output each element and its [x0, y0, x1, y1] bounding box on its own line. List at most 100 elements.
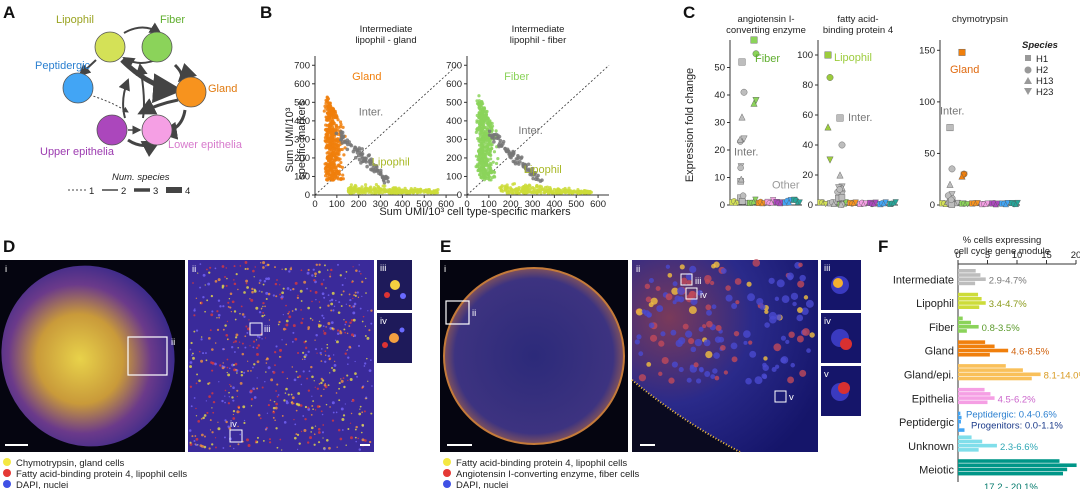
- e-nucleus: [773, 343, 782, 352]
- d-speckle: [326, 438, 329, 442]
- c-ytick-label: 40: [714, 90, 725, 101]
- d-speckle: [226, 366, 229, 369]
- d-speckle: [358, 448, 362, 451]
- d-speckle: [288, 311, 291, 313]
- b-point: [407, 190, 411, 194]
- d-speckle: [292, 331, 295, 334]
- d-speckle: [225, 333, 229, 337]
- d-speckle: [233, 368, 237, 372]
- d-speckle: [195, 437, 199, 441]
- c-point: [842, 199, 849, 206]
- d-speckle: [211, 407, 213, 409]
- e-nucleus: [674, 295, 681, 302]
- d-speckle: [229, 445, 231, 447]
- d-speckle: [346, 374, 349, 377]
- d-speckle: [249, 345, 251, 347]
- c-point: [737, 175, 745, 183]
- b-ytick-label: 200: [446, 153, 462, 164]
- f-bar: [958, 411, 961, 416]
- d-speckle: [338, 382, 341, 385]
- b-point: [334, 128, 338, 132]
- edge-fiber-gland: [173, 63, 197, 83]
- node-fiber: [141, 31, 173, 63]
- b-point: [337, 163, 341, 167]
- d-speckle: [320, 381, 323, 385]
- d-speckle: [225, 420, 228, 424]
- c-title-2-line1: fatty acid-: [837, 14, 878, 25]
- d-sub-iv: iv: [380, 316, 387, 327]
- c-highlight-label-3: Gland: [950, 64, 979, 76]
- d-speckle: [240, 305, 243, 308]
- panel-c: C Expression fold change angiotensin I-c…: [683, 3, 1058, 211]
- d-speckle: [261, 291, 263, 293]
- d-speckle: [253, 276, 255, 278]
- panel-letter-e: E: [440, 237, 451, 256]
- d-speckle: [299, 404, 303, 407]
- e-sub-i: i: [444, 264, 446, 275]
- b-point: [329, 131, 333, 135]
- d-sub-iv-marker: iv: [230, 419, 237, 430]
- b-ytick-label: 0: [457, 190, 462, 201]
- b-xtick-label: 400: [394, 199, 410, 210]
- d-legend: Chymotrypsin, gland cells Fatty acid-bin…: [3, 458, 187, 489]
- e-nucleus: [731, 356, 738, 363]
- d-speckle: [279, 348, 283, 352]
- d-speckle: [361, 386, 364, 389]
- d-speckle: [279, 284, 281, 286]
- d-speckle: [256, 352, 259, 356]
- d-speckle: [214, 280, 218, 283]
- e-nucleus: [775, 314, 782, 321]
- d-speckle: [204, 310, 206, 313]
- e-nucleus: [799, 274, 806, 282]
- e-nucleus: [796, 335, 804, 343]
- d-speckle: [302, 370, 305, 373]
- b-point: [519, 156, 523, 161]
- d-speckle: [209, 266, 212, 269]
- d-speckle: [285, 304, 287, 307]
- b-point: [485, 164, 489, 168]
- b-point: [535, 190, 540, 194]
- d-speckle: [273, 400, 276, 403]
- d-speckle: [307, 350, 310, 353]
- b-point: [374, 164, 379, 168]
- c-point: [954, 199, 961, 207]
- b-point: [434, 189, 439, 194]
- b-point: [482, 134, 486, 138]
- d-speckle: [354, 291, 357, 294]
- d-speckle: [238, 410, 241, 413]
- d-speckle: [211, 310, 214, 313]
- d-speckle: [221, 265, 225, 268]
- d-speckle: [323, 331, 327, 335]
- e-nucleus: [658, 340, 665, 347]
- d-speckle: [311, 375, 314, 379]
- e-ii-background: [632, 380, 740, 452]
- d-speckle: [333, 305, 336, 308]
- f-xtick-label: 0: [955, 250, 960, 261]
- d-speckle: [306, 271, 310, 275]
- d-speckle: [246, 331, 249, 334]
- c-point: [738, 198, 746, 205]
- f-group-range2: Progenitors: 0.0-1.1%: [971, 421, 1063, 432]
- d-speckle: [218, 381, 220, 383]
- d-speckle: [303, 280, 307, 284]
- c-point: [974, 200, 981, 207]
- e-nucleus: [695, 378, 702, 384]
- e-legend-3: DAPI, nuclei: [456, 480, 508, 489]
- d-speckle: [335, 411, 338, 414]
- d-speckle: [280, 295, 284, 299]
- d-speckle: [370, 412, 373, 415]
- d-speckle: [370, 359, 372, 361]
- d-speckle: [242, 405, 246, 409]
- b-mid-label-1: Inter.: [359, 106, 383, 118]
- b-point: [524, 186, 528, 191]
- d-speckle: [320, 282, 324, 286]
- b-point: [497, 134, 502, 139]
- b-point: [396, 189, 400, 194]
- e-nucleus: [650, 297, 658, 305]
- b-lower-label-1: Lipophil: [372, 156, 410, 168]
- e-i-tissue: [443, 267, 625, 445]
- b-point: [327, 173, 331, 177]
- d-speckle: [291, 396, 295, 400]
- d-speckle: [197, 420, 200, 423]
